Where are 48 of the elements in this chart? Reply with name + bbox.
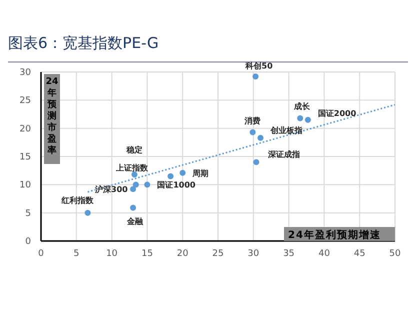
annotation: 金融 (126, 216, 144, 226)
x-tick-label: 45 (354, 249, 366, 259)
point (253, 159, 260, 166)
y-tick-label: 0 (25, 237, 32, 247)
annotation: 创业板指 (269, 126, 302, 135)
point (144, 182, 150, 188)
y-axis-title: 24年预测市盈率 (46, 77, 58, 156)
x-tick-label: 40 (318, 249, 330, 259)
point (252, 74, 259, 80)
y-tick-label: 25 (20, 96, 31, 106)
annotation: 消费 (244, 116, 261, 126)
x-tick-label: 5 (74, 249, 80, 259)
point (257, 134, 264, 141)
x-tick-label: 10 (106, 249, 118, 259)
annotation: 深证成指 (267, 150, 300, 160)
annotation: 稳定 (125, 144, 142, 155)
y-tick-label: 5 (25, 208, 31, 219)
point (84, 210, 91, 216)
annotation: 上证指数 (114, 164, 149, 173)
point (168, 173, 174, 180)
point (132, 182, 139, 188)
y-tick-label: 10 (20, 180, 32, 191)
chart-title: 图表6：宽基指数PE-G (8, 34, 159, 52)
x-tick-label: 20 (176, 249, 189, 259)
y-tick-label: 15 (20, 152, 31, 162)
annotation: 国证1000 (157, 180, 196, 190)
point (180, 170, 186, 176)
annotation: 国证2000 (318, 108, 357, 118)
point (131, 172, 138, 178)
x-tick-label: 25 (212, 249, 224, 259)
annotation: 成长 (293, 102, 312, 112)
x-tick-label: 30 (248, 249, 260, 259)
x-axis-title: 24年盈利预期增速 (288, 229, 381, 241)
x-tick-label: 35 (283, 249, 295, 259)
annotation: 周期 (192, 168, 209, 178)
point (130, 204, 136, 211)
annotation: 沪深300 (94, 184, 128, 194)
point (304, 116, 311, 123)
annotation: 科创50 (244, 62, 274, 71)
annotation: 红利指数 (60, 196, 95, 205)
x-tick-label: 15 (141, 249, 153, 259)
point (250, 129, 256, 136)
x-tick-label: 0 (38, 249, 44, 259)
y-tick-label: 30 (20, 68, 32, 78)
point (130, 186, 136, 192)
y-tick-label: 20 (20, 124, 32, 134)
point (297, 115, 304, 122)
x-tick-label: 50 (389, 249, 401, 259)
